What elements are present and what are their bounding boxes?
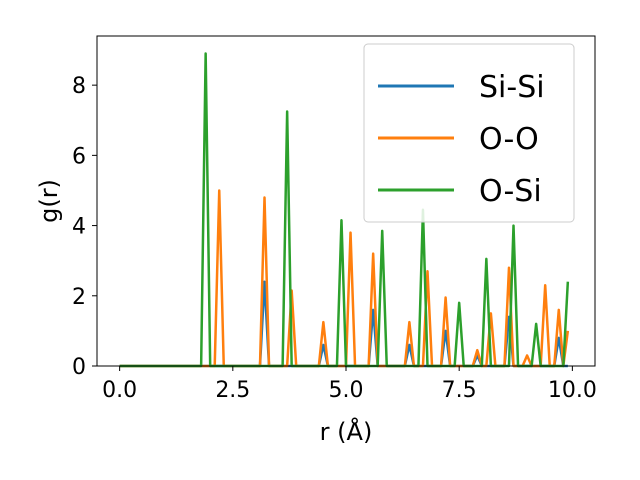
- y-tick-label: 4: [72, 215, 86, 240]
- y-tick-label: 6: [72, 144, 86, 169]
- x-tick-label: 0.0: [102, 378, 137, 403]
- legend-label-o-o: O-O: [479, 122, 539, 157]
- x-tick-label: 2.5: [215, 378, 250, 403]
- y-tick-label: 0: [72, 355, 86, 380]
- y-axis-label: g(r): [35, 179, 63, 223]
- x-axis-label: r (Å): [320, 417, 373, 446]
- y-axis-ticks: 0 2 4 6 8: [72, 74, 97, 380]
- legend: Si-Si O-O O-Si: [363, 43, 575, 223]
- x-axis-ticks: 0.0 2.5 5.0 7.5 10.0: [102, 366, 597, 403]
- legend-label-si-si: Si-Si: [479, 70, 545, 105]
- x-tick-label: 10.0: [548, 378, 597, 403]
- y-tick-label: 8: [72, 74, 86, 99]
- x-tick-label: 7.5: [442, 378, 477, 403]
- legend-label-o-si: O-Si: [479, 174, 542, 209]
- legend-box: [363, 43, 575, 223]
- x-tick-label: 5.0: [329, 378, 364, 403]
- y-tick-label: 2: [72, 285, 86, 310]
